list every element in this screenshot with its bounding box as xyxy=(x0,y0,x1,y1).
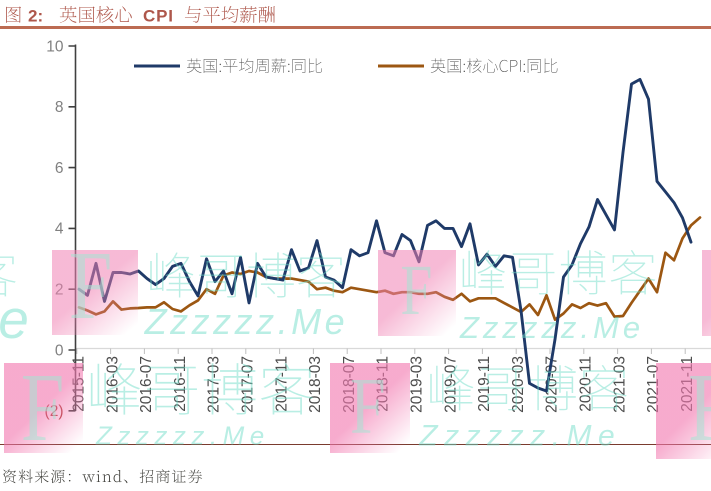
svg-text:Zzzzzz.Me: Zzzzzz.Me xyxy=(144,301,349,342)
svg-text:2019-03: 2019-03 xyxy=(409,356,426,413)
svg-text:2019-07: 2019-07 xyxy=(442,356,459,413)
svg-text:2017-11: 2017-11 xyxy=(273,356,290,412)
svg-text:F: F xyxy=(21,354,65,462)
svg-text:Zzzzzz.Me: Zzzzzz.Me xyxy=(95,421,270,451)
svg-text:F: F xyxy=(688,354,711,462)
svg-text:F: F xyxy=(400,251,432,331)
svg-text:10: 10 xyxy=(46,38,64,55)
svg-text:Zzzzzz.Me: Zzzzzz.Me xyxy=(418,419,621,452)
svg-text:F: F xyxy=(69,232,113,340)
svg-text:0: 0 xyxy=(55,342,64,359)
svg-text:2017-07: 2017-07 xyxy=(240,356,257,413)
svg-text:6: 6 xyxy=(55,160,64,177)
svg-text:2019-11: 2019-11 xyxy=(476,356,493,412)
svg-text:CPI: CPI xyxy=(143,7,174,26)
svg-text:Zzzzzz.Me: Zzzzzz.Me xyxy=(0,288,31,350)
svg-text:2016-07: 2016-07 xyxy=(138,356,155,413)
svg-text:Zzzzzz.Me: Zzzzzz.Me xyxy=(459,310,644,345)
svg-text:2021-03: 2021-03 xyxy=(611,356,628,413)
svg-text:2:: 2: xyxy=(28,7,43,26)
svg-text:2016-03: 2016-03 xyxy=(104,356,121,413)
svg-text:F: F xyxy=(350,361,386,450)
svg-text:2016-11: 2016-11 xyxy=(172,356,189,412)
svg-text:2017-03: 2017-03 xyxy=(206,356,223,413)
svg-text:2020-11: 2020-11 xyxy=(578,356,595,412)
svg-text:2020-03: 2020-03 xyxy=(510,356,527,413)
svg-text:2018-03: 2018-03 xyxy=(307,356,324,413)
svg-text:2020-07: 2020-07 xyxy=(544,356,561,413)
svg-text:8: 8 xyxy=(55,99,64,116)
svg-text:4: 4 xyxy=(55,221,64,238)
